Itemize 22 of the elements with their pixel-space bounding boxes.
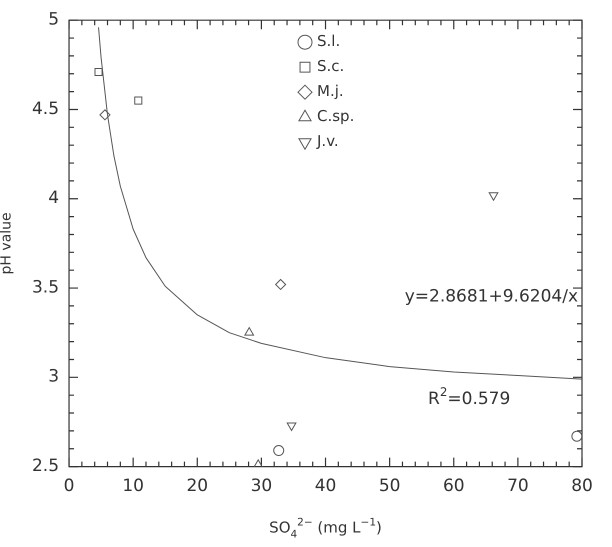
legend-label: S.l. <box>317 32 340 50</box>
x-tick-label: 20 <box>186 476 208 496</box>
x-tick-label: 0 <box>64 476 74 496</box>
x-tick-label: 50 <box>378 476 400 496</box>
legend-label: S.c. <box>317 57 344 76</box>
y-tick-label: 3 <box>48 366 60 387</box>
x-tick-label: 10 <box>122 476 144 496</box>
annotation: y=2.8681+9.6204/x <box>404 286 578 306</box>
legend-label: J.v. <box>316 132 339 150</box>
x-tick-label: 30 <box>250 476 272 496</box>
y-tick-label: 2.5 <box>32 456 60 476</box>
x-tick-label: 80 <box>571 476 593 496</box>
x-tick-label: 40 <box>314 476 336 496</box>
x-tick-label: 60 <box>442 476 465 496</box>
x-tick-label: 70 <box>507 476 529 496</box>
y-tick-label: 3.5 <box>32 277 60 298</box>
y-tick-label: 4.5 <box>32 98 60 119</box>
y-tick-label: 4 <box>48 188 60 208</box>
legend-label: M.j. <box>317 82 344 100</box>
legend-label: C.sp. <box>317 107 354 126</box>
y-tick-label: 5 <box>48 10 60 30</box>
y-axis-title: pH value <box>0 212 15 274</box>
